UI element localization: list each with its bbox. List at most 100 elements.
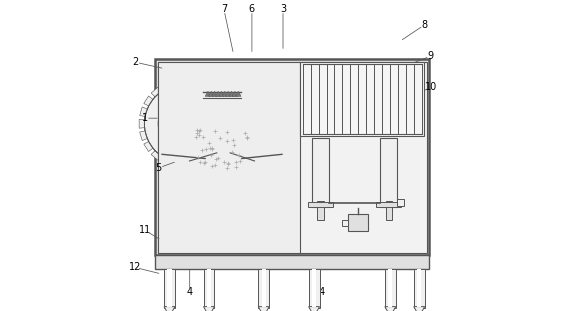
Text: 5: 5 bbox=[156, 163, 162, 173]
Polygon shape bbox=[206, 151, 216, 160]
Polygon shape bbox=[238, 81, 248, 90]
Bar bbox=[312, 137, 329, 207]
Polygon shape bbox=[225, 216, 234, 222]
Polygon shape bbox=[228, 87, 238, 97]
Polygon shape bbox=[208, 91, 214, 96]
Text: 6: 6 bbox=[249, 4, 255, 14]
Polygon shape bbox=[238, 158, 248, 166]
Text: 12: 12 bbox=[129, 262, 142, 272]
Polygon shape bbox=[273, 158, 283, 166]
Polygon shape bbox=[283, 87, 293, 97]
Polygon shape bbox=[221, 96, 230, 106]
Bar bbox=[204, 269, 215, 309]
Polygon shape bbox=[253, 167, 260, 177]
Polygon shape bbox=[414, 307, 424, 311]
Polygon shape bbox=[225, 146, 234, 153]
Polygon shape bbox=[151, 87, 161, 97]
Polygon shape bbox=[161, 158, 171, 166]
Circle shape bbox=[216, 177, 231, 192]
Polygon shape bbox=[139, 119, 144, 128]
Bar bbox=[348, 214, 368, 231]
Circle shape bbox=[202, 163, 245, 206]
Polygon shape bbox=[140, 107, 147, 117]
Bar bbox=[318, 201, 324, 220]
Polygon shape bbox=[196, 81, 206, 90]
Polygon shape bbox=[253, 192, 260, 202]
Text: 2: 2 bbox=[132, 57, 139, 67]
Bar bbox=[207, 269, 211, 307]
Text: 11: 11 bbox=[139, 225, 151, 235]
Bar bbox=[308, 202, 333, 207]
Polygon shape bbox=[218, 91, 224, 96]
Bar bbox=[312, 269, 316, 307]
Circle shape bbox=[158, 98, 209, 149]
Bar bbox=[156, 255, 429, 269]
Polygon shape bbox=[192, 203, 201, 212]
Polygon shape bbox=[215, 142, 224, 151]
Bar bbox=[164, 269, 175, 309]
Polygon shape bbox=[283, 151, 293, 160]
Bar bbox=[388, 269, 392, 307]
Polygon shape bbox=[185, 162, 194, 168]
Bar bbox=[301, 62, 424, 136]
Polygon shape bbox=[206, 87, 216, 97]
Polygon shape bbox=[237, 211, 246, 220]
Polygon shape bbox=[299, 119, 305, 128]
Polygon shape bbox=[297, 131, 305, 141]
Polygon shape bbox=[256, 180, 261, 189]
Polygon shape bbox=[297, 107, 305, 117]
Bar bbox=[158, 62, 301, 253]
Polygon shape bbox=[262, 162, 271, 168]
Polygon shape bbox=[185, 79, 194, 86]
Circle shape bbox=[252, 115, 269, 132]
Circle shape bbox=[190, 151, 257, 218]
Text: 9: 9 bbox=[428, 51, 434, 61]
Bar bbox=[414, 269, 424, 309]
Polygon shape bbox=[215, 91, 221, 96]
Text: 14: 14 bbox=[314, 287, 327, 297]
Polygon shape bbox=[164, 307, 175, 311]
Polygon shape bbox=[222, 91, 228, 96]
Polygon shape bbox=[246, 203, 255, 212]
Polygon shape bbox=[140, 131, 147, 141]
Bar bbox=[385, 269, 396, 309]
Bar bbox=[258, 269, 269, 309]
Polygon shape bbox=[385, 307, 396, 311]
Polygon shape bbox=[192, 157, 201, 166]
Polygon shape bbox=[235, 91, 241, 96]
Polygon shape bbox=[205, 91, 211, 96]
Polygon shape bbox=[262, 79, 271, 86]
Text: 8: 8 bbox=[422, 20, 427, 30]
Polygon shape bbox=[161, 81, 171, 90]
Text: 4: 4 bbox=[187, 287, 193, 297]
Bar bbox=[376, 202, 401, 207]
Polygon shape bbox=[250, 79, 259, 86]
Polygon shape bbox=[216, 119, 221, 128]
Polygon shape bbox=[221, 142, 230, 151]
Polygon shape bbox=[291, 96, 300, 106]
Polygon shape bbox=[186, 180, 190, 189]
Polygon shape bbox=[232, 91, 238, 96]
Polygon shape bbox=[173, 79, 182, 86]
Polygon shape bbox=[220, 107, 228, 117]
Polygon shape bbox=[151, 151, 161, 160]
Circle shape bbox=[144, 85, 223, 163]
Circle shape bbox=[235, 98, 286, 149]
Bar bbox=[158, 62, 427, 253]
Polygon shape bbox=[144, 96, 153, 106]
Polygon shape bbox=[217, 107, 224, 117]
Polygon shape bbox=[200, 211, 211, 220]
Polygon shape bbox=[273, 81, 283, 90]
Bar bbox=[417, 269, 421, 307]
Bar bbox=[380, 137, 397, 207]
Text: 10: 10 bbox=[424, 82, 437, 92]
Polygon shape bbox=[220, 131, 228, 141]
Bar bbox=[156, 59, 429, 255]
Polygon shape bbox=[246, 157, 255, 166]
Circle shape bbox=[221, 85, 299, 163]
Bar bbox=[385, 201, 392, 220]
Polygon shape bbox=[222, 119, 228, 128]
Polygon shape bbox=[228, 151, 238, 160]
Polygon shape bbox=[173, 162, 182, 168]
Text: 3: 3 bbox=[280, 4, 286, 14]
